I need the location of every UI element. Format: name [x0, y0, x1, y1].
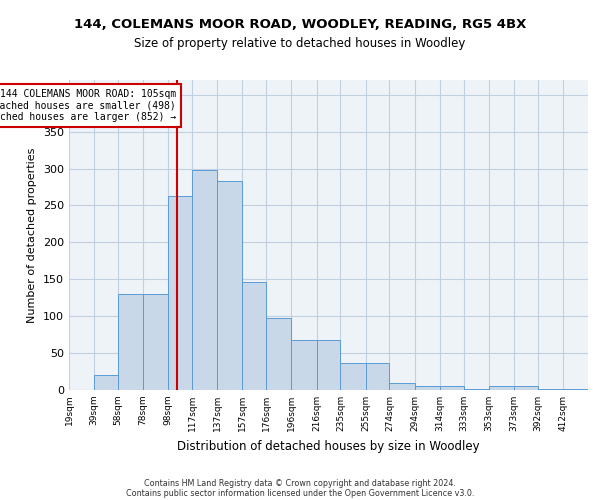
Bar	[118, 294, 143, 390]
Bar	[514, 386, 538, 390]
Bar	[415, 386, 440, 390]
Bar	[489, 386, 514, 390]
Text: 144 COLEMANS MOOR ROAD: 105sqm
← 36% of detached houses are smaller (498)
62% of: 144 COLEMANS MOOR ROAD: 105sqm ← 36% of …	[0, 89, 176, 122]
Bar	[440, 386, 464, 390]
Bar	[340, 362, 365, 390]
Text: Contains public sector information licensed under the Open Government Licence v3: Contains public sector information licen…	[126, 488, 474, 498]
Bar	[143, 294, 168, 390]
X-axis label: Distribution of detached houses by size in Woodley: Distribution of detached houses by size …	[177, 440, 480, 452]
Y-axis label: Number of detached properties: Number of detached properties	[28, 148, 37, 322]
Bar	[168, 196, 192, 390]
Bar	[266, 318, 292, 390]
Bar	[317, 340, 340, 390]
Text: Contains HM Land Registry data © Crown copyright and database right 2024.: Contains HM Land Registry data © Crown c…	[144, 478, 456, 488]
Text: Size of property relative to detached houses in Woodley: Size of property relative to detached ho…	[134, 38, 466, 51]
Bar	[365, 362, 389, 390]
Bar	[464, 388, 489, 390]
Bar	[389, 382, 415, 390]
Bar	[242, 282, 266, 390]
Text: 144, COLEMANS MOOR ROAD, WOODLEY, READING, RG5 4BX: 144, COLEMANS MOOR ROAD, WOODLEY, READIN…	[74, 18, 526, 30]
Bar	[538, 388, 563, 390]
Bar	[292, 340, 317, 390]
Bar	[217, 181, 242, 390]
Bar	[192, 170, 217, 390]
Bar	[94, 375, 118, 390]
